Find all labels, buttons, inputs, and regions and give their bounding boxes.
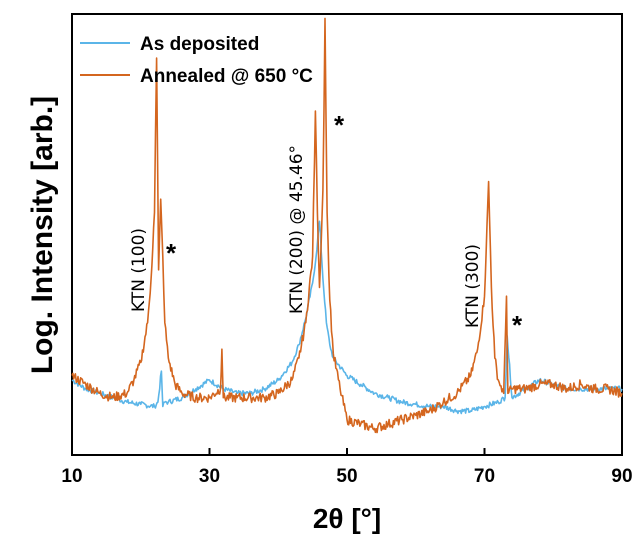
x-tick-label-30: 30 — [199, 466, 220, 487]
peak-label-ktn-200: KTN (200) @ 45.46° — [287, 145, 307, 314]
x-tick-label-10: 10 — [61, 466, 82, 487]
x-axis-title: 2θ [°] — [313, 503, 381, 534]
series-line-annealed — [71, 17, 623, 434]
peak-label-ktn-100: KTN (100) — [129, 228, 149, 312]
x-axis-ticks: 10 30 50 70 90 — [61, 448, 633, 487]
legend-label-annealed: Annealed @ 650 °C — [140, 66, 313, 87]
legend: As deposited Annealed @ 650 °C — [80, 34, 313, 87]
series-layer — [71, 17, 623, 434]
x-tick-label-90: 90 — [611, 466, 632, 487]
x-tick-label-50: 50 — [336, 466, 357, 487]
x-tick-label-70: 70 — [474, 466, 495, 487]
y-axis-title: Log. Intensity [arb.] — [26, 96, 59, 374]
peak-star-ktn-100: * — [166, 238, 177, 268]
peak-star-ktn-300: * — [512, 310, 523, 340]
peak-star-ktn-200: * — [334, 110, 345, 140]
legend-label-as-deposited: As deposited — [140, 34, 259, 55]
peak-label-ktn-300: KTN (300) — [463, 244, 483, 328]
